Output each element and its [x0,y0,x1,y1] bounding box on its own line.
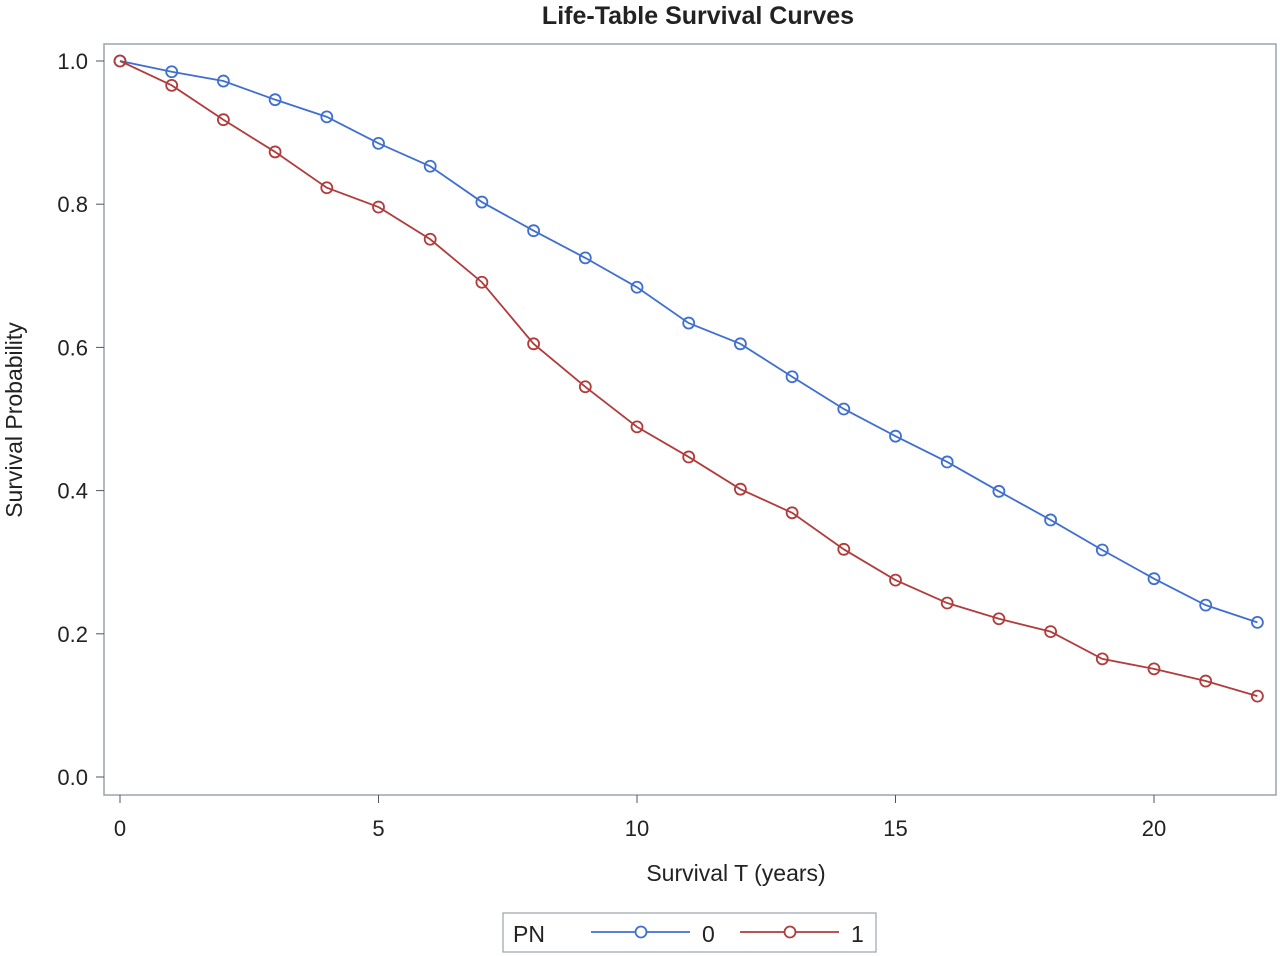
data-point [1095,652,1109,666]
data-point [837,542,851,556]
legend-box [502,912,877,953]
y-tick-label: 0.4 [57,479,88,504]
data-point [1251,615,1264,629]
y-axis-label: Survival Probability [1,322,27,518]
data-point [734,482,747,496]
y-axis: 0.0 0.2 0.4 0.6 0.8 1.0 [57,49,104,790]
data-point [578,380,592,394]
data-point [268,145,282,159]
y-tick-label: 0.8 [57,192,88,217]
x-tick-label: 5 [372,816,384,841]
series-line [119,60,1258,624]
data-point [268,93,282,107]
data-point [734,337,747,351]
data-point [216,74,230,88]
x-axis-label: Survival T (years) [646,860,825,886]
data-point [165,78,179,92]
data-point [320,181,334,195]
data-point [940,455,954,469]
data-point [527,224,540,238]
data-point [889,573,902,587]
x-axis: 0 5 10 15 20 [114,795,1166,841]
data-point [372,200,385,214]
legend-title: PN [513,921,545,947]
data-point [785,370,799,384]
data-point [630,280,644,294]
y-tick-label: 0.0 [57,765,88,790]
data-point [475,195,489,209]
chart-title: Life-Table Survival Curves [542,2,854,30]
data-point [992,612,1006,626]
data-point [372,136,385,150]
legend-marker [783,925,797,939]
data-point [423,232,437,246]
data-point [113,54,127,68]
data-point [527,337,540,351]
data-point [1147,662,1161,676]
x-tick-label: 20 [1142,816,1166,841]
plot-frame [103,43,1277,796]
data-point [1199,598,1213,612]
x-tick-label: 0 [114,816,126,841]
data-point [630,420,644,434]
series-0 [113,54,1264,629]
legend-label: 1 [851,921,864,947]
series-1 [113,54,1264,703]
data-point [475,275,489,289]
x-tick-label: 15 [883,816,907,841]
legend-marker [634,925,648,939]
data-point [837,402,851,416]
data-point [1095,543,1109,557]
y-tick-label: 1.0 [57,49,88,74]
data-point [1044,625,1057,639]
data-point [940,596,954,610]
data-point [992,484,1006,498]
data-point [1147,572,1161,586]
y-tick-label: 0.2 [57,622,88,647]
data-point [578,251,592,265]
data-point [682,316,696,330]
data-point [682,450,696,464]
data-point [320,110,334,124]
legend: PN 0 1 [502,912,877,953]
data-point [785,506,799,520]
data-point [1251,689,1264,703]
data-point [423,159,437,173]
data-point [889,429,902,443]
data-point [165,65,179,79]
y-tick-label: 0.6 [57,335,88,360]
data-point [1199,674,1213,688]
legend-label: 0 [702,921,715,947]
data-point [216,113,230,127]
data-point [1044,513,1057,527]
series-layer [113,54,1264,703]
series-line [119,60,1258,697]
x-tick-label: 10 [625,816,649,841]
